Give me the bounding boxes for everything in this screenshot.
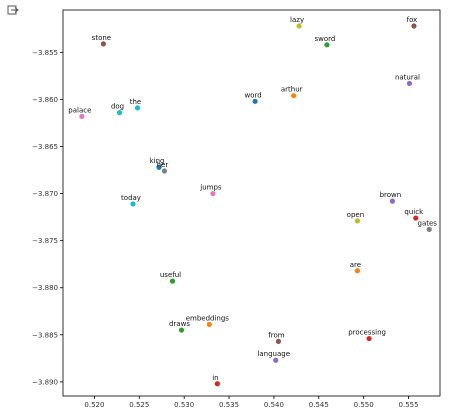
x-tick-label: 0.550 xyxy=(354,401,374,409)
scatter-point xyxy=(156,164,162,170)
y-tick-label: −3.885 xyxy=(32,331,58,339)
scatter-point xyxy=(116,110,123,116)
point-label: jumps xyxy=(199,184,222,192)
point-label: palace xyxy=(68,106,91,114)
x-tick-label: 0.540 xyxy=(264,401,284,409)
point-label: king xyxy=(150,157,165,165)
x-tick-label: 0.520 xyxy=(84,401,104,409)
scatter-point xyxy=(210,190,216,197)
x-tick-label: 0.545 xyxy=(309,401,329,409)
point-label: language xyxy=(257,350,290,358)
scatter-point xyxy=(252,98,258,104)
point-label: natural xyxy=(395,73,420,81)
point-label: the xyxy=(130,98,142,106)
scatter-point xyxy=(296,23,302,29)
scatter-point xyxy=(366,335,372,342)
point-label: stone xyxy=(92,34,111,42)
scatter-point xyxy=(324,42,330,48)
scatter-point xyxy=(100,41,106,47)
point-label: word xyxy=(244,91,261,99)
point-label: embeddings xyxy=(186,314,230,322)
output-expand-icon[interactable] xyxy=(7,5,19,17)
scatter-point xyxy=(178,327,185,333)
scatter-point xyxy=(79,113,85,119)
scatter-point xyxy=(275,338,282,344)
scatter-point xyxy=(354,218,361,224)
x-tick-label: 0.525 xyxy=(129,401,149,409)
scatter-point xyxy=(291,93,297,99)
scatter-point xyxy=(206,321,212,328)
point-label: in xyxy=(212,374,218,382)
point-label: dog xyxy=(111,103,124,111)
point-label: lazy xyxy=(290,16,304,24)
scatter-point xyxy=(214,381,220,387)
point-label: open xyxy=(347,211,364,219)
y-tick-label: −3.855 xyxy=(32,49,58,57)
point-label: sword xyxy=(314,35,335,43)
point-label: today xyxy=(121,194,141,202)
y-tick-label: −3.875 xyxy=(32,237,58,245)
scatter-point xyxy=(130,201,136,207)
scatter-point xyxy=(411,23,417,29)
scatter-point xyxy=(413,215,419,221)
x-tick-label: 0.535 xyxy=(219,401,239,409)
scatter-point xyxy=(169,278,176,284)
point-label: arthur xyxy=(281,86,303,94)
point-label: quick xyxy=(404,208,424,216)
y-tick-label: −3.860 xyxy=(32,96,58,104)
point-label: fox xyxy=(407,16,418,24)
y-tick-label: −3.870 xyxy=(32,190,58,198)
x-tick-label: 0.555 xyxy=(399,401,419,409)
scatter-point xyxy=(273,357,279,363)
point-label: are xyxy=(350,261,361,269)
x-tick-label: 0.530 xyxy=(174,401,194,409)
point-label: draws xyxy=(169,320,190,328)
scatter-point xyxy=(426,226,432,232)
point-label: gates xyxy=(418,219,438,227)
point-label: processing xyxy=(348,329,386,337)
scatter-point xyxy=(161,168,168,174)
scatter-point xyxy=(389,198,396,204)
scatter-point xyxy=(354,268,361,274)
point-label: from xyxy=(268,331,284,339)
y-tick-label: −3.890 xyxy=(32,378,58,386)
point-label: brown xyxy=(380,191,402,199)
plot-frame xyxy=(62,9,441,397)
y-tick-label: −3.865 xyxy=(32,143,58,151)
y-tick-label: −3.880 xyxy=(32,284,58,292)
cell-gutter xyxy=(0,0,28,412)
scatter-point xyxy=(406,80,413,87)
point-label: useful xyxy=(160,271,181,279)
scatter-point xyxy=(134,105,141,111)
point-label: her xyxy=(157,161,169,169)
